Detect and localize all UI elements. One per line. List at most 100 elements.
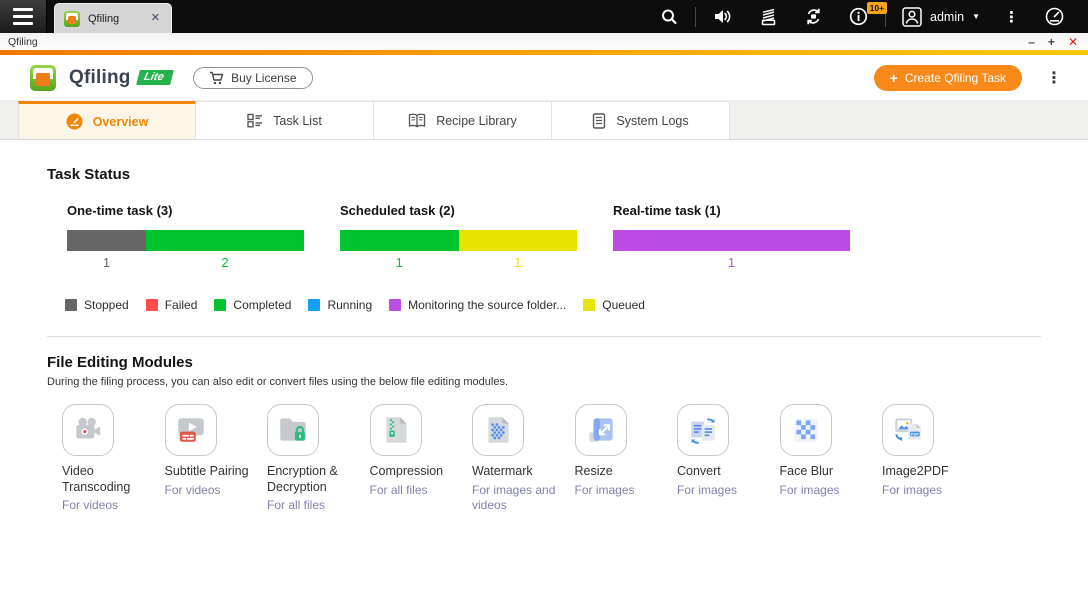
module-scope: For all files bbox=[369, 482, 428, 497]
minimize-icon[interactable]: – bbox=[1028, 34, 1035, 49]
notification-count-badge: 10+ bbox=[866, 2, 888, 15]
app-tab-label: Qfiling bbox=[88, 12, 120, 25]
legend-item-stopped: Stopped bbox=[65, 298, 129, 312]
tab-label: Overview bbox=[92, 114, 149, 129]
separator bbox=[695, 6, 697, 27]
window-controls: – + ✕ bbox=[1028, 36, 1078, 48]
module-watermark[interactable]: Watermark For images and videos bbox=[472, 404, 575, 513]
module-scope: For images and videos bbox=[472, 482, 556, 512]
hamburger-icon bbox=[13, 8, 33, 11]
window-title: Qfiling bbox=[8, 35, 38, 48]
app-more-options-button[interactable]: ⋮ bbox=[1046, 69, 1062, 87]
legend-swatch bbox=[145, 299, 158, 311]
tab-bar: Overview Task List Recipe Library System… bbox=[0, 100, 1088, 140]
sync-status-button[interactable] bbox=[791, 0, 836, 33]
folder-lock-icon bbox=[280, 418, 306, 441]
one-time-task-group: One-time task (3) 1 2 bbox=[67, 203, 304, 270]
section-divider bbox=[47, 336, 1041, 337]
group-label: One-time task (3) bbox=[67, 203, 173, 218]
module-scope: For all files bbox=[267, 498, 326, 513]
notifications-button[interactable]: 10+ bbox=[836, 0, 888, 33]
legend-swatch bbox=[214, 299, 227, 311]
qfiling-app-icon bbox=[64, 10, 80, 27]
dashboard-button[interactable] bbox=[1031, 0, 1078, 33]
legend-swatch bbox=[583, 299, 596, 311]
bar-segment-queued bbox=[458, 230, 577, 251]
open-app-tab-qfiling[interactable]: Qfiling ✕ bbox=[54, 3, 172, 33]
buy-license-button[interactable]: Buy License bbox=[193, 66, 313, 89]
module-subtitle-pairing[interactable]: Subtitle Pairing For videos bbox=[164, 404, 268, 513]
group-label: Real-time task (1) bbox=[613, 203, 721, 218]
module-resize[interactable]: Resize For images bbox=[574, 404, 678, 513]
segment-count: 1 bbox=[727, 255, 736, 270]
sync-icon bbox=[807, 8, 820, 25]
bar-values: 1 2 bbox=[67, 255, 304, 270]
search-button[interactable] bbox=[647, 0, 691, 33]
task-status-heading: Task Status bbox=[47, 166, 131, 183]
plus-icon: + bbox=[889, 69, 898, 86]
legend-swatch bbox=[308, 299, 321, 311]
main-menu-button[interactable] bbox=[0, 0, 47, 33]
svg-text:PDF: PDF bbox=[911, 432, 919, 436]
module-scope: For videos bbox=[62, 498, 119, 513]
overview-gauge-icon bbox=[66, 113, 83, 130]
header-actions: + Create Qfiling Task ⋮ bbox=[873, 64, 1070, 91]
document-log-icon bbox=[592, 112, 606, 129]
tab-system-logs[interactable]: System Logs bbox=[552, 101, 730, 139]
user-menu[interactable]: admin ▼ bbox=[890, 6, 992, 27]
module-encryption-decryption[interactable]: Encryption & Decryption For all files bbox=[267, 404, 370, 513]
bar-segment-completed bbox=[340, 230, 459, 251]
watermark-icon bbox=[488, 417, 509, 443]
module-name: Encryption & Decryption bbox=[267, 464, 338, 494]
app-header: Qfiling Lite Buy License + Create Qfilin… bbox=[0, 55, 1088, 100]
module-name: Image2PDF bbox=[882, 464, 949, 478]
scheduled-task-bar bbox=[340, 230, 577, 251]
create-qfiling-task-button[interactable]: + Create Qfiling Task bbox=[873, 64, 1022, 91]
legend-swatch bbox=[65, 299, 77, 311]
module-convert[interactable]: Convert For images bbox=[677, 404, 780, 513]
file-editing-modules-heading: File Editing Modules bbox=[47, 354, 193, 371]
qfiling-logo-icon bbox=[30, 64, 56, 91]
tab-recipe-library[interactable]: Recipe Library bbox=[374, 101, 552, 139]
recipe-book-icon bbox=[408, 113, 426, 128]
module-name: Compression bbox=[369, 464, 444, 478]
module-face-blur[interactable]: Face Blur For images bbox=[779, 404, 883, 513]
module-image2pdf[interactable]: PDF Image2PDF For images bbox=[882, 404, 985, 513]
tab-label: Task List bbox=[273, 113, 322, 128]
module-name: Subtitle Pairing bbox=[164, 464, 249, 478]
module-grid: Video Transcoding For videos Subtitle Pa… bbox=[62, 404, 1041, 513]
separator bbox=[885, 6, 887, 27]
search-icon bbox=[662, 9, 677, 24]
overview-content: Task Status One-time task (3) 1 2 Schedu… bbox=[0, 140, 1088, 513]
legend-item-failed: Failed bbox=[145, 298, 197, 312]
accent-strip bbox=[0, 50, 1088, 55]
app-title: Qfiling bbox=[69, 66, 131, 88]
pixelate-icon bbox=[793, 418, 818, 442]
more-options-button[interactable]: ⋮ bbox=[1004, 8, 1019, 26]
chevron-down-icon: ▼ bbox=[972, 12, 980, 21]
background-tasks-button[interactable] bbox=[746, 0, 791, 33]
zip-file-icon bbox=[385, 417, 407, 443]
maximize-icon[interactable]: + bbox=[1047, 34, 1055, 49]
volume-button[interactable] bbox=[700, 0, 746, 33]
tab-task-list[interactable]: Task List bbox=[196, 101, 374, 139]
bar-values: 1 bbox=[613, 255, 850, 270]
bar-values: 1 1 bbox=[340, 255, 577, 270]
subtitle-icon bbox=[177, 418, 204, 442]
segment-count: 2 bbox=[221, 255, 229, 270]
speaker-icon bbox=[715, 10, 731, 23]
module-scope: For images bbox=[677, 482, 738, 497]
module-name: Resize bbox=[574, 464, 613, 478]
legend-swatch bbox=[389, 299, 402, 311]
one-time-task-bar bbox=[67, 230, 304, 251]
module-compression[interactable]: Compression For all files bbox=[369, 404, 473, 513]
user-icon bbox=[902, 6, 922, 27]
close-app-tab-icon[interactable]: ✕ bbox=[150, 12, 160, 24]
tab-overview[interactable]: Overview bbox=[18, 101, 196, 139]
tab-label: Recipe Library bbox=[436, 113, 517, 128]
module-video-transcoding[interactable]: Video Transcoding For videos bbox=[62, 404, 165, 513]
close-window-icon[interactable]: ✕ bbox=[1067, 34, 1078, 49]
buy-license-label: Buy License bbox=[231, 70, 297, 85]
segment-count: 1 bbox=[395, 255, 403, 270]
module-name: Convert bbox=[677, 464, 721, 478]
